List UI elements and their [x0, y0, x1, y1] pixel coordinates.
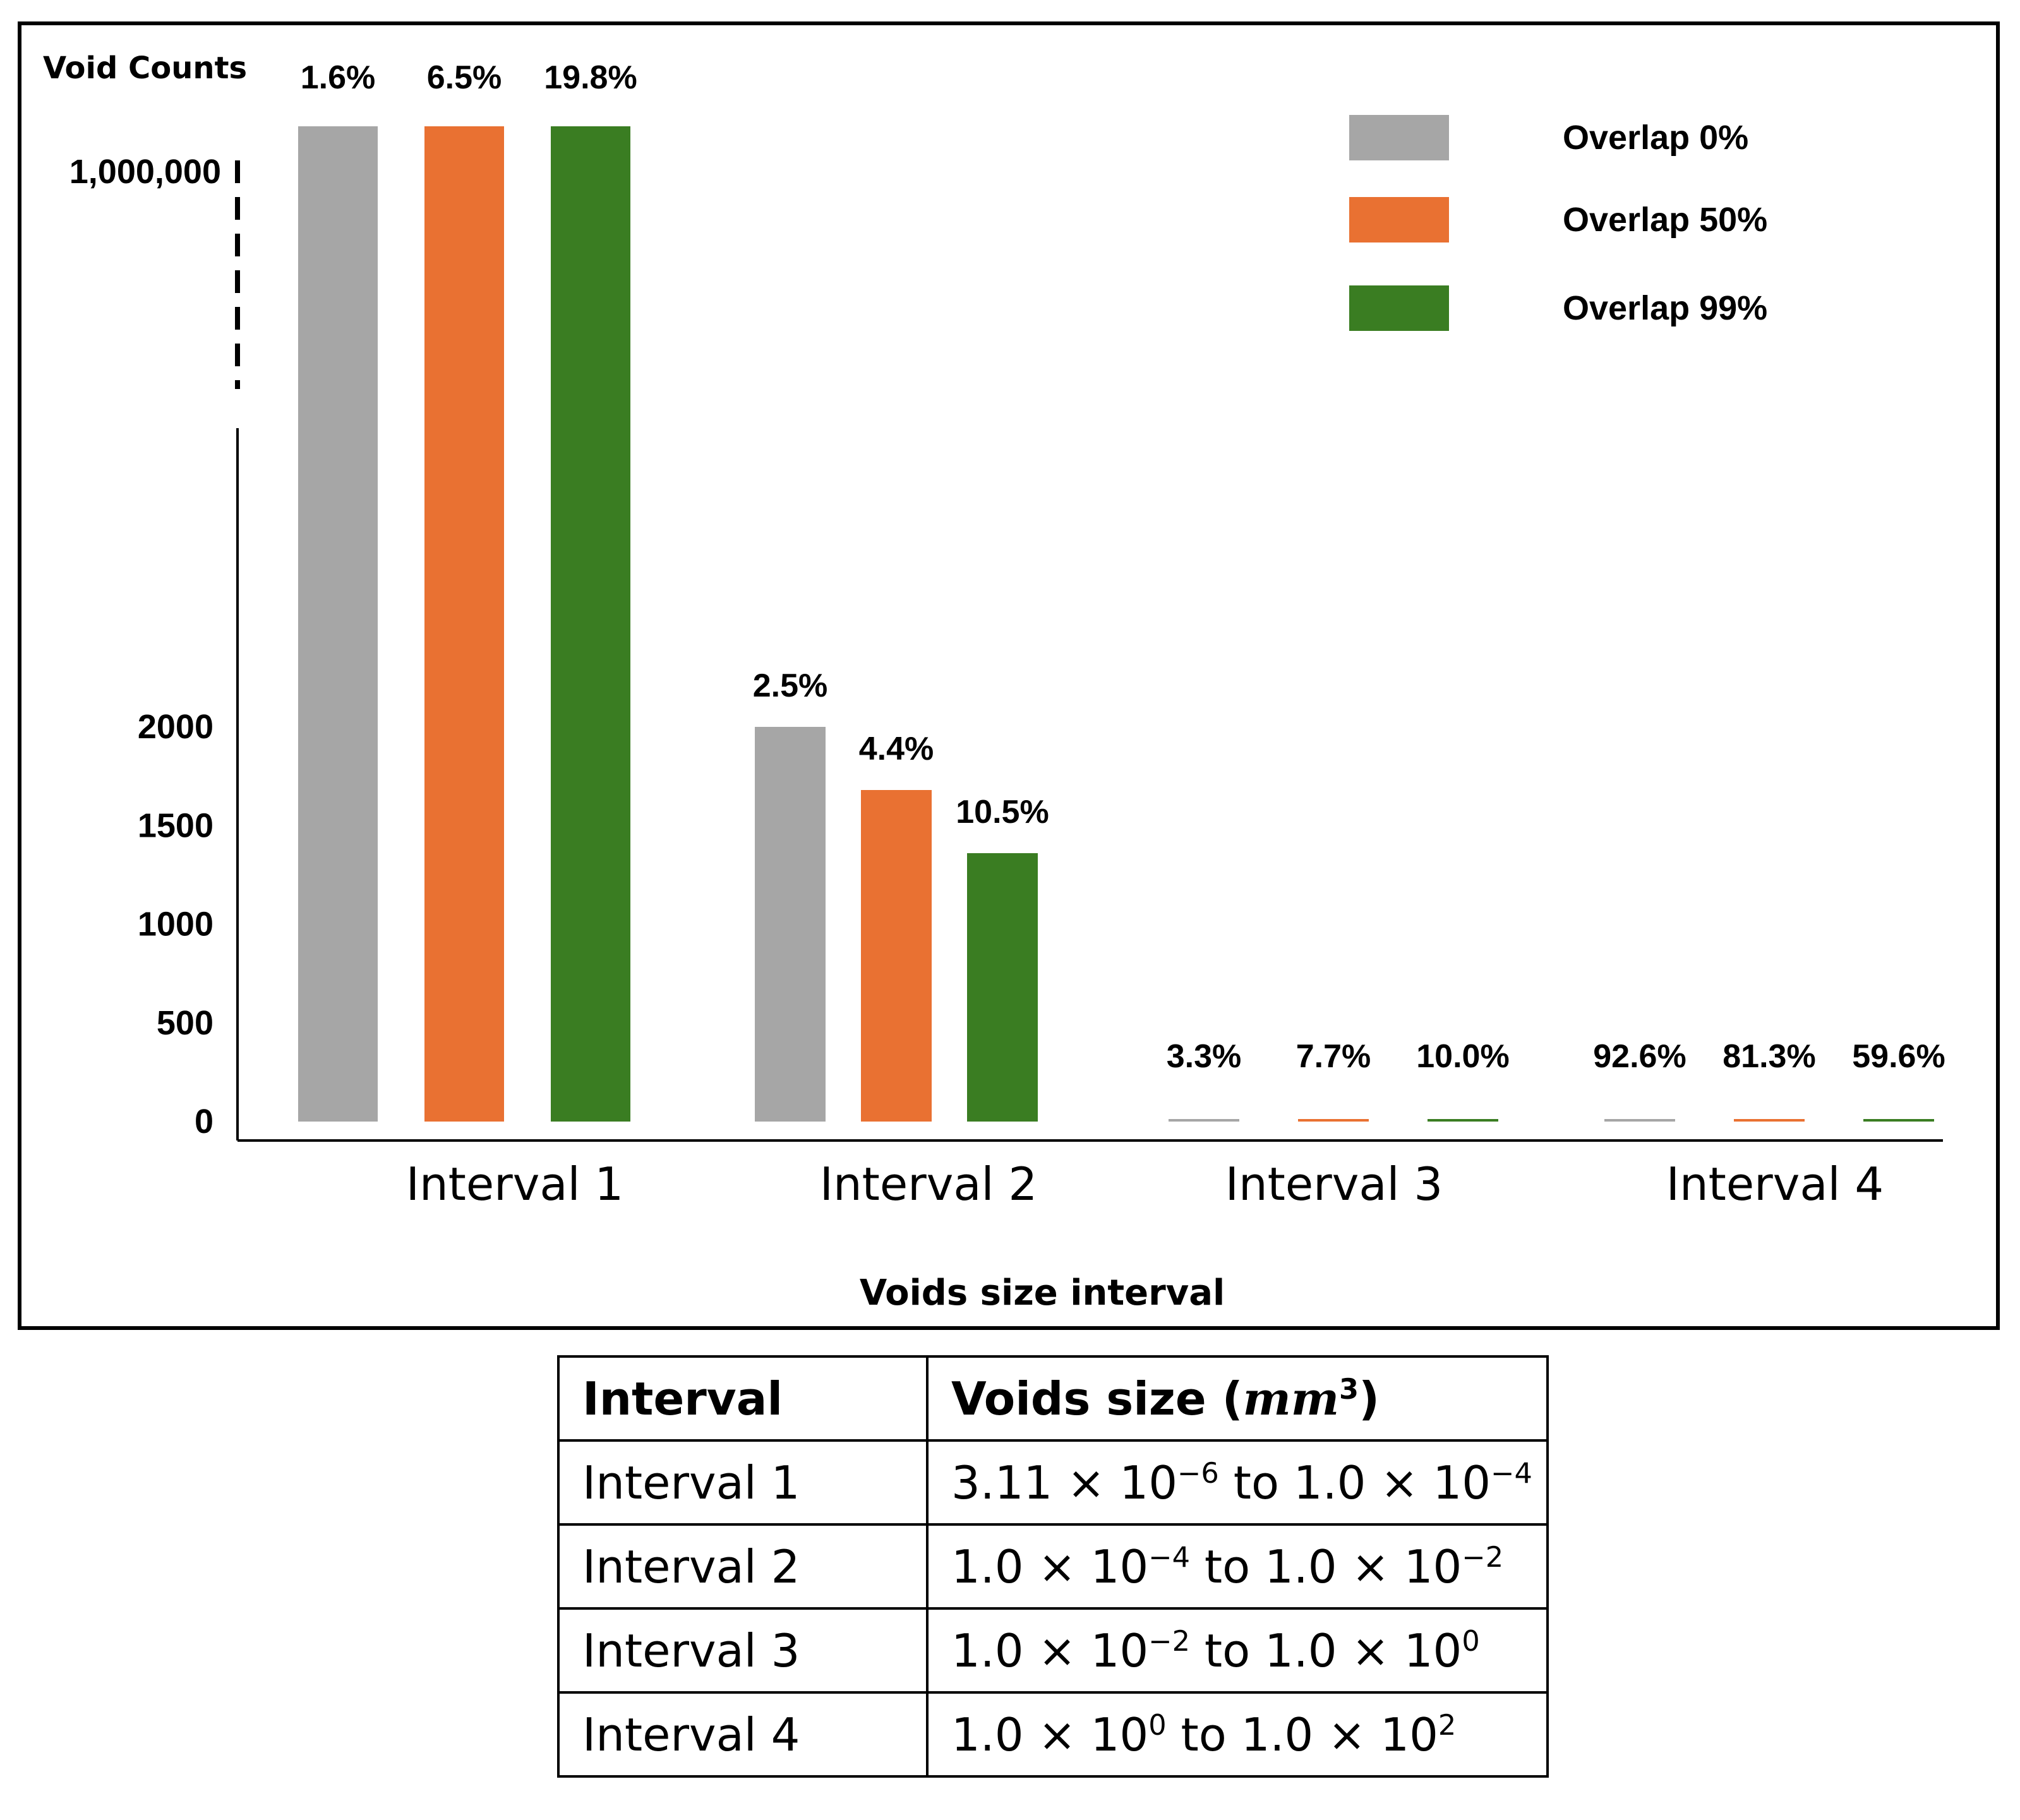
y-tick-label: 500	[157, 1004, 213, 1042]
table-header-row: Interval Voids size (mm3)	[557, 1355, 1549, 1442]
cell-voids-size: 1.0 × 100 to 1.0 × 102	[926, 1691, 1549, 1778]
bar	[967, 853, 1038, 1122]
cell-interval: Interval 3	[557, 1607, 929, 1694]
legend-swatch	[1349, 197, 1449, 242]
size-hi-e: 0	[1462, 1624, 1480, 1658]
y-tick-label: 1000	[138, 906, 213, 943]
table-row: Interval 3 1.0 × 10−2 to 1.0 × 100	[557, 1607, 1549, 1694]
header-interval: Interval	[557, 1355, 929, 1442]
size-lo-m: 1.0 × 10	[951, 1708, 1149, 1761]
cell-voids-size: 1.0 × 10−2 to 1.0 × 100	[926, 1607, 1549, 1694]
bars	[298, 126, 1934, 1122]
table-body: Interval 1 3.11 × 10−6 to 1.0 × 10−4 Inter…	[557, 1439, 1549, 1778]
header-unit: mm	[1242, 1372, 1340, 1425]
size-mid: to 1.0 × 10	[1190, 1540, 1462, 1593]
size-hi-e: −4	[1491, 1456, 1532, 1490]
bar	[551, 126, 630, 1122]
table-row: Interval 1 3.11 × 10−6 to 1.0 × 10−4	[557, 1439, 1549, 1526]
size-lo-m: 3.11 × 10	[951, 1456, 1178, 1509]
table-row: Interval 4 1.0 × 100 to 1.0 × 102	[557, 1691, 1549, 1778]
axes	[235, 160, 1943, 1142]
cell-voids-size: 3.11 × 10−6 to 1.0 × 10−4	[926, 1439, 1549, 1526]
size-mid: to 1.0 × 10	[1190, 1624, 1462, 1677]
size-mid: to 1.0 × 10	[1218, 1456, 1491, 1509]
x-tick-label: Interval 1	[406, 1158, 623, 1211]
x-tick-label: Interval 4	[1666, 1158, 1884, 1211]
legend-label: Overlap 50%	[1563, 201, 1767, 239]
x-tick-label: Interval 2	[820, 1158, 1037, 1211]
bar-chart: Void Counts 1,000,000 0 500 1000 1500 2000 1…	[43, 51, 1945, 1314]
cell-interval: Interval 1	[557, 1439, 929, 1526]
cell-interval: Interval 2	[557, 1523, 929, 1610]
size-hi-e: 2	[1438, 1708, 1457, 1742]
bar	[755, 727, 826, 1122]
legend-label: Overlap 0%	[1563, 119, 1748, 157]
bar-value-label: 92.6%	[1593, 1038, 1686, 1075]
size-lo-e: −2	[1148, 1624, 1191, 1658]
bar	[1428, 1119, 1498, 1122]
header-voids-size-label: Voids size	[951, 1372, 1206, 1425]
legend-swatch	[1349, 285, 1449, 331]
cell-interval: Interval 4	[557, 1691, 929, 1778]
y-tick-break-label: 1,000,000	[69, 153, 221, 191]
legend-label: Overlap 99%	[1563, 289, 1767, 327]
bar-value-label: 81.3%	[1722, 1038, 1815, 1075]
size-hi-e: −2	[1462, 1540, 1504, 1574]
header-voids-size: Voids size (mm3)	[926, 1355, 1549, 1442]
x-tick-labels: Interval 1 Interval 2 Interval 3 Interval 4	[406, 1158, 1884, 1211]
x-axis-title: Voids size interval	[860, 1272, 1225, 1314]
table-row: Interval 2 1.0 × 10−4 to 1.0 × 10−2	[557, 1523, 1549, 1610]
cell-voids-size: 1.0 × 10−4 to 1.0 × 10−2	[926, 1523, 1549, 1610]
y-axis-title: Void Counts	[43, 51, 247, 86]
bar	[1734, 1119, 1805, 1122]
bar-value-labels: 1.6% 6.5% 19.8% 2.5% 4.4% 10.5% 3.3% 7.7% 10.0% 9…	[301, 59, 1945, 1075]
bar	[424, 126, 504, 1122]
y-tick-label: 0	[195, 1103, 213, 1140]
y-tick-label: 2000	[138, 708, 213, 746]
bar-value-label: 1.6%	[301, 59, 376, 96]
bar-value-label: 10.0%	[1416, 1038, 1509, 1075]
y-tick-label: 1500	[138, 806, 213, 844]
bar	[1604, 1119, 1675, 1122]
bar-value-label: 6.5%	[427, 59, 502, 96]
size-lo-e: −4	[1148, 1540, 1191, 1574]
bar-value-label: 2.5%	[753, 668, 828, 704]
size-lo-m: 1.0 × 10	[951, 1624, 1149, 1677]
bar	[1863, 1119, 1934, 1122]
bar	[298, 126, 378, 1122]
size-lo-m: 1.0 × 10	[951, 1540, 1149, 1593]
bar-value-label: 19.8%	[544, 59, 637, 96]
bar-value-label: 10.5%	[956, 794, 1049, 830]
y-tick-labels: 0 500 1000 1500 2000	[138, 708, 213, 1140]
bar	[1298, 1119, 1369, 1122]
bar-value-label: 3.3%	[1167, 1038, 1242, 1075]
x-tick-label: Interval 3	[1225, 1158, 1443, 1211]
void-size-table: Interval Voids size (mm3) Interval 1 3.11…	[557, 1355, 1549, 1778]
bar-value-label: 7.7%	[1296, 1038, 1371, 1075]
size-lo-e: 0	[1148, 1708, 1167, 1742]
bar-value-label: 4.4%	[859, 731, 934, 767]
header-unit-exp: 3	[1339, 1373, 1359, 1406]
bar-value-label: 59.6%	[1852, 1038, 1945, 1075]
size-lo-e: −6	[1177, 1456, 1219, 1490]
bar	[861, 790, 932, 1122]
size-mid: to 1.0 × 10	[1166, 1708, 1438, 1761]
legend: Overlap 0% Overlap 50% Overlap 99%	[1349, 115, 1767, 331]
bar	[1169, 1119, 1239, 1122]
legend-swatch	[1349, 115, 1449, 160]
